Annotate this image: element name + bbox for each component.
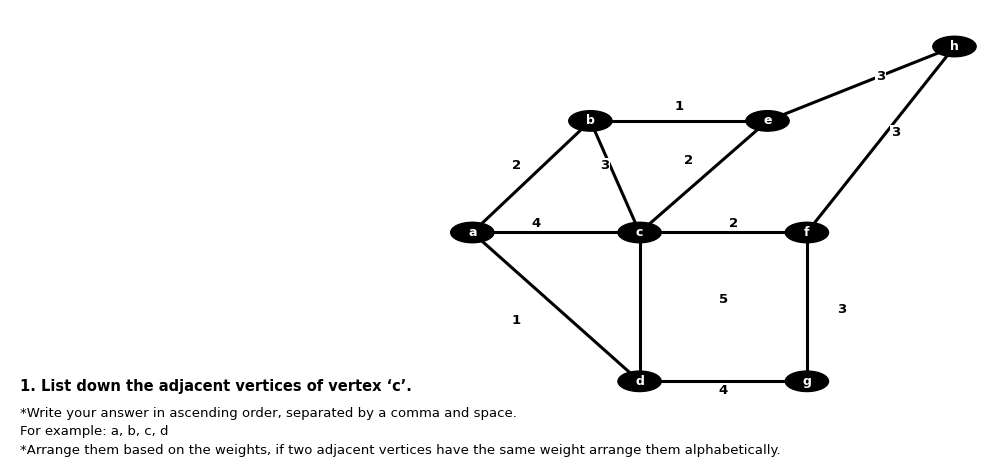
Text: 1: 1: [512, 314, 522, 327]
Text: b: b: [585, 114, 595, 127]
Text: 4: 4: [718, 384, 728, 397]
Circle shape: [451, 222, 494, 243]
Text: 5: 5: [718, 293, 728, 306]
Circle shape: [785, 371, 829, 392]
Circle shape: [618, 371, 661, 392]
Text: 2: 2: [684, 154, 694, 167]
Text: 4: 4: [531, 217, 541, 230]
Text: 3: 3: [836, 303, 846, 316]
Text: 3: 3: [891, 126, 900, 139]
Text: 2: 2: [512, 159, 522, 172]
Text: e: e: [764, 114, 771, 127]
Text: *Write your answer in ascending order, separated by a comma and space.: *Write your answer in ascending order, s…: [20, 407, 517, 420]
Text: For example: a, b, c, d: For example: a, b, c, d: [20, 425, 168, 438]
Circle shape: [746, 111, 789, 131]
Text: c: c: [636, 226, 644, 239]
Text: 1. List down the adjacent vertices of vertex ‘c’.: 1. List down the adjacent vertices of ve…: [20, 379, 411, 394]
Text: h: h: [950, 40, 959, 53]
Circle shape: [785, 222, 829, 243]
Circle shape: [618, 222, 661, 243]
Text: a: a: [468, 226, 476, 239]
Text: 3: 3: [600, 159, 610, 172]
Text: g: g: [802, 375, 812, 388]
Text: 1: 1: [674, 100, 684, 113]
Circle shape: [569, 111, 612, 131]
Text: 3: 3: [876, 70, 886, 83]
Text: 2: 2: [728, 217, 738, 230]
Text: d: d: [635, 375, 645, 388]
Circle shape: [933, 36, 976, 57]
Text: *Arrange them based on the weights, if two adjacent vertices have the same weigh: *Arrange them based on the weights, if t…: [20, 444, 780, 457]
Text: f: f: [804, 226, 810, 239]
